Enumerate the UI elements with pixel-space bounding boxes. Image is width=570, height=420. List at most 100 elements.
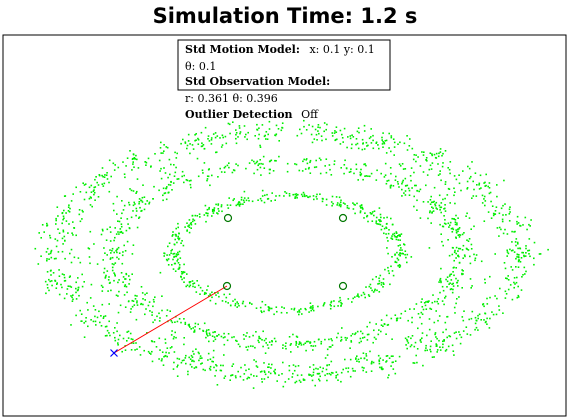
particle-point bbox=[455, 267, 457, 269]
particle-point bbox=[452, 228, 455, 231]
particle-point bbox=[444, 207, 446, 210]
particle-point bbox=[402, 168, 405, 170]
particle-point bbox=[263, 362, 265, 364]
particle-point bbox=[225, 300, 227, 303]
particle-point bbox=[120, 225, 123, 228]
particle-point bbox=[102, 317, 105, 319]
particle-point bbox=[153, 185, 155, 188]
particle-point bbox=[116, 213, 118, 215]
particle-point bbox=[104, 276, 107, 278]
particle-point bbox=[258, 337, 260, 340]
particle-point bbox=[494, 253, 496, 255]
particle-point bbox=[420, 322, 423, 325]
robot-marker bbox=[110, 349, 118, 357]
particle-point bbox=[117, 342, 119, 344]
particle-point bbox=[192, 327, 194, 329]
particle-point bbox=[163, 150, 165, 152]
particle-point bbox=[341, 302, 343, 305]
particle-point bbox=[220, 335, 223, 338]
particle-point bbox=[528, 253, 530, 255]
particle-point bbox=[437, 163, 439, 165]
particle-point bbox=[83, 336, 86, 338]
particle-point bbox=[356, 360, 358, 362]
particle-point bbox=[103, 267, 106, 270]
particle-point bbox=[133, 157, 135, 160]
particle-point bbox=[177, 226, 179, 229]
particle-point bbox=[359, 337, 362, 340]
particle-point bbox=[312, 305, 314, 307]
particle-point bbox=[242, 300, 245, 303]
particle-point bbox=[186, 230, 188, 232]
particle-point bbox=[160, 152, 162, 154]
particle-point bbox=[420, 311, 423, 314]
particle-point bbox=[483, 319, 485, 321]
particle-point bbox=[349, 347, 351, 349]
particle-point bbox=[378, 207, 381, 209]
particle-point bbox=[315, 367, 317, 370]
particle-point bbox=[444, 150, 447, 152]
particle-point bbox=[88, 248, 91, 250]
particle-point bbox=[340, 304, 342, 307]
particle-point bbox=[222, 364, 224, 367]
particle-point bbox=[510, 266, 512, 268]
particle-point bbox=[121, 350, 123, 353]
particle-point bbox=[336, 202, 339, 204]
particle-point bbox=[471, 310, 474, 313]
particle-point bbox=[161, 351, 164, 353]
particle-point bbox=[397, 239, 400, 241]
particle-point bbox=[192, 148, 195, 150]
particle-point bbox=[68, 211, 71, 213]
particle-point bbox=[120, 272, 123, 274]
particle-point bbox=[451, 283, 453, 285]
particle-point bbox=[214, 338, 217, 341]
particle-point bbox=[132, 153, 135, 156]
particle-point bbox=[183, 343, 185, 346]
particle-point bbox=[205, 332, 208, 335]
particle-point bbox=[380, 220, 382, 222]
particle-point bbox=[478, 182, 481, 185]
particle-point bbox=[449, 202, 451, 204]
legend-box: Std Motion Model: x: 0.1 y: 0.1 θ: 0.1 S… bbox=[177, 39, 391, 121]
particle-point bbox=[80, 313, 83, 315]
particle-point bbox=[533, 241, 536, 244]
particle-point bbox=[473, 225, 475, 228]
particle-point bbox=[380, 319, 383, 321]
particle-point bbox=[506, 277, 508, 280]
particle-point bbox=[126, 291, 128, 294]
particle-point bbox=[89, 262, 91, 265]
particle-point bbox=[399, 317, 402, 319]
particle-point bbox=[533, 263, 535, 266]
particle-point bbox=[252, 345, 254, 348]
particle-point bbox=[53, 257, 56, 260]
particle-point bbox=[519, 247, 521, 249]
particle-point bbox=[46, 222, 48, 225]
particle-point bbox=[352, 297, 354, 300]
particle-point bbox=[441, 346, 444, 349]
particle-point bbox=[333, 163, 336, 166]
particle-point bbox=[144, 161, 147, 163]
particle-point bbox=[193, 329, 196, 331]
particle-point bbox=[177, 364, 179, 367]
particle-point bbox=[116, 330, 118, 333]
particle-point bbox=[103, 315, 105, 318]
particle-point bbox=[93, 189, 95, 191]
particle-point bbox=[511, 269, 514, 271]
particle-point bbox=[264, 352, 267, 354]
particle-point bbox=[215, 365, 218, 367]
particle-point bbox=[358, 296, 360, 298]
particle-point bbox=[361, 138, 364, 141]
particle-point bbox=[425, 301, 427, 303]
particle-point bbox=[350, 168, 352, 170]
particle-point bbox=[174, 270, 177, 272]
particle-point bbox=[191, 360, 193, 362]
particle-point bbox=[335, 196, 338, 198]
particle-point bbox=[192, 285, 194, 288]
particle-point bbox=[397, 183, 399, 185]
particle-point bbox=[280, 129, 283, 132]
particle-point bbox=[143, 349, 145, 352]
particle-point bbox=[106, 178, 109, 180]
particle-point bbox=[495, 313, 498, 316]
particle-point bbox=[263, 371, 266, 373]
particle-point bbox=[422, 364, 424, 367]
particle-point bbox=[283, 195, 285, 197]
